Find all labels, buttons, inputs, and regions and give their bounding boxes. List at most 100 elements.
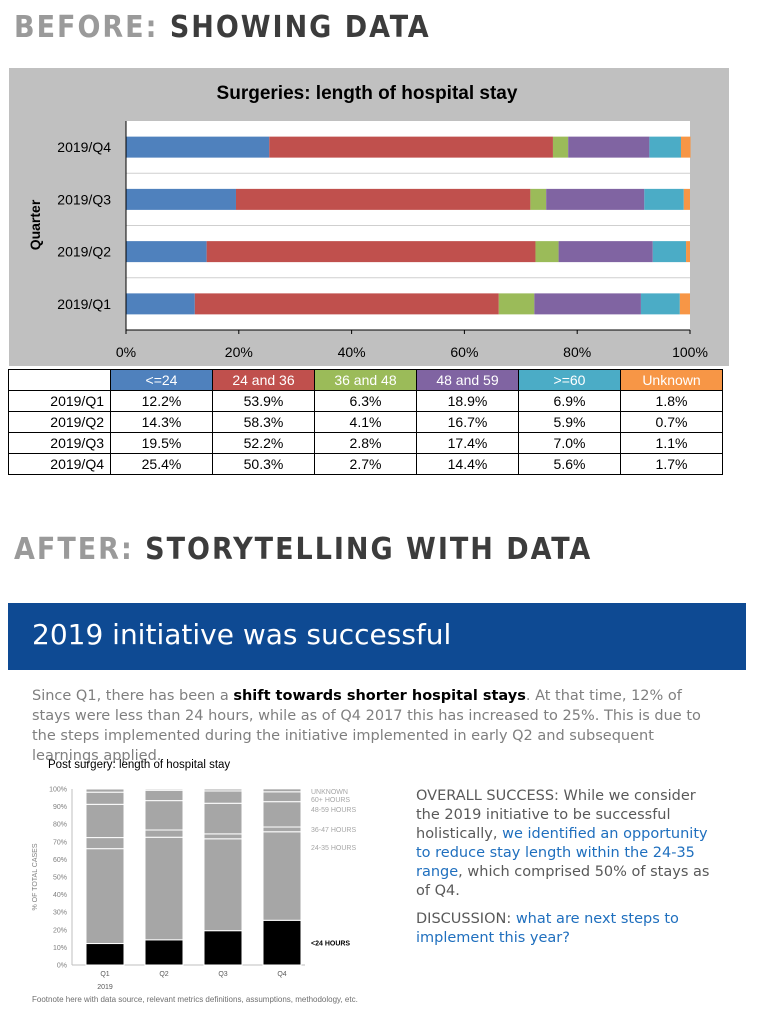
bar-segment	[126, 136, 270, 158]
bar-segment	[649, 136, 681, 158]
table-cell: 19.5%	[110, 432, 213, 454]
table-cell: 2.8%	[314, 432, 417, 454]
table-header-row: <=24 24 and 36 36 and 48 48 and 59 >=60 Unkno…	[8, 369, 723, 391]
after-y-tick-label: 30%	[53, 910, 67, 917]
after-y-tick-label: 0%	[57, 963, 67, 970]
table-column-header: Unknown	[620, 369, 723, 391]
table-cell: 14.3%	[110, 411, 213, 433]
table-cell: 58.3%	[212, 411, 315, 433]
table-column-header: 48 and 59	[416, 369, 519, 391]
after-bar-segment	[262, 788, 302, 793]
category-label: 2019/Q1	[57, 296, 111, 312]
after-bar-segment	[85, 788, 125, 793]
after-bar-segment	[203, 802, 243, 835]
table-row: 2019/Q3 19.5% 52.2% 2.8% 17.4% 7.0% 1.1%	[8, 432, 723, 454]
bar-segment	[652, 241, 687, 263]
table-cell: 2.7%	[314, 453, 417, 475]
after-header: AFTER: STORYTELLING WITH DATA	[14, 532, 592, 567]
bar-segment	[126, 293, 195, 315]
table-row: 2019/Q4 25.4% 50.3% 2.7% 14.4% 5.6% 1.7%	[8, 453, 723, 475]
table-row-label: 2019/Q1	[8, 390, 111, 412]
bar-segment	[206, 241, 536, 263]
after-x-sublabel: 2019	[97, 984, 113, 991]
table-cell: 1.7%	[620, 453, 723, 475]
success-text2: , which comprised 50% of stays as of Q4.	[416, 864, 710, 899]
chart-title: Surgeries: length of hospital stay	[217, 83, 518, 104]
after-x-tick-label: Q2	[159, 971, 168, 978]
table-cell: 50.3%	[212, 453, 315, 475]
table-column-header: 36 and 48	[314, 369, 417, 391]
bar-segment	[640, 293, 680, 315]
x-tick-label: 80%	[563, 344, 591, 360]
after-y-tick-label: 10%	[53, 945, 67, 952]
bar-segment	[269, 136, 553, 158]
after-bar-segment	[144, 789, 184, 802]
table-column-header: <=24	[110, 369, 213, 391]
after-x-tick-label: Q1	[100, 971, 109, 978]
after-bar-segment	[85, 837, 125, 850]
summary-emphasis: shift towards shorter hospital stays	[233, 688, 526, 704]
overall-success-note: OVERALL SUCCESS: While we consider the 2…	[416, 787, 716, 901]
after-y-tick-label: 50%	[53, 875, 67, 882]
after-bar-segment	[203, 930, 243, 966]
table-column-header: >=60	[518, 369, 621, 391]
bar-segment	[683, 188, 690, 210]
after-bar-segment	[262, 826, 302, 833]
y-axis-label: Quarter	[27, 199, 43, 250]
table-cell: 1.1%	[620, 432, 723, 454]
x-tick-label: 60%	[450, 344, 478, 360]
category-label: 2019/Q3	[57, 191, 111, 207]
legend-label-36-47: 36-47 HOURS	[311, 827, 356, 834]
table-cell: 18.9%	[416, 390, 519, 412]
x-tick-label: 20%	[225, 344, 253, 360]
category-label: 2019/Q4	[57, 139, 111, 155]
after-bar-segment	[203, 838, 243, 932]
x-tick-label: 0%	[116, 344, 136, 360]
success-label: OVERALL SUCCESS:	[416, 788, 559, 804]
bar-segment	[126, 241, 207, 263]
after-bar-segment	[85, 848, 125, 945]
after-bar-segment	[262, 791, 302, 803]
table-row-label: 2019/Q4	[8, 453, 111, 475]
table-row: 2019/Q2 14.3% 58.3% 4.1% 16.7% 5.9% 0.7%	[8, 411, 723, 433]
bar-segment	[679, 293, 690, 315]
after-y-tick-label: 70%	[53, 839, 67, 846]
bar-segment	[568, 136, 650, 158]
bar-segment	[530, 188, 547, 210]
after-bar-segment	[144, 836, 184, 941]
bar-segment	[680, 136, 691, 158]
after-bar-segment	[144, 800, 184, 831]
summary-text: Since Q1, there has been a shift towards…	[32, 686, 722, 766]
summary-part2: . At that time, 12% of stays were less t…	[32, 688, 701, 764]
bar-segment	[644, 188, 684, 210]
title-banner: 2019 initiative was successful	[8, 603, 746, 670]
table-cell: 52.2%	[212, 432, 315, 454]
table-cell: 12.2%	[110, 390, 213, 412]
table-cell: 6.9%	[518, 390, 621, 412]
after-y-tick-label: 40%	[53, 892, 67, 899]
table-cell: 25.4%	[110, 453, 213, 475]
bar-segment	[235, 188, 531, 210]
summary-part1: Since Q1, there has been a	[32, 688, 234, 704]
after-y-tick-label: 90%	[53, 804, 67, 811]
bar-segment	[534, 293, 641, 315]
legend-label-unknown: UNKNOWN	[311, 789, 348, 796]
after-bar-segment	[144, 939, 184, 966]
after-bar-segment	[85, 791, 125, 805]
after-x-tick-label: Q3	[218, 971, 227, 978]
after-bar-segment	[203, 790, 243, 804]
after-bar-segment	[262, 801, 302, 828]
discussion-note: DISCUSSION: what are next steps to imple…	[416, 910, 716, 948]
before-bar-chart: Surgeries: length of hospital stay 2019/Q…	[9, 68, 729, 366]
bar-segment	[558, 241, 653, 263]
table-row: 2019/Q1 12.2% 53.9% 6.3% 18.9% 6.9% 1.8%	[8, 390, 723, 412]
table-cell: 0.7%	[620, 411, 723, 433]
after-y-tick-label: 100%	[49, 787, 67, 794]
success-text1: While we consider the 2019 initiative to…	[416, 788, 696, 842]
after-bar-segment	[203, 788, 243, 792]
before-header-rest: SHOWING DATA	[169, 10, 431, 45]
table-column-header: 24 and 36	[212, 369, 315, 391]
table-cell: 53.9%	[212, 390, 315, 412]
after-bar-segment	[203, 833, 243, 840]
legend-label-60plus: 60+ HOURS	[311, 797, 350, 804]
